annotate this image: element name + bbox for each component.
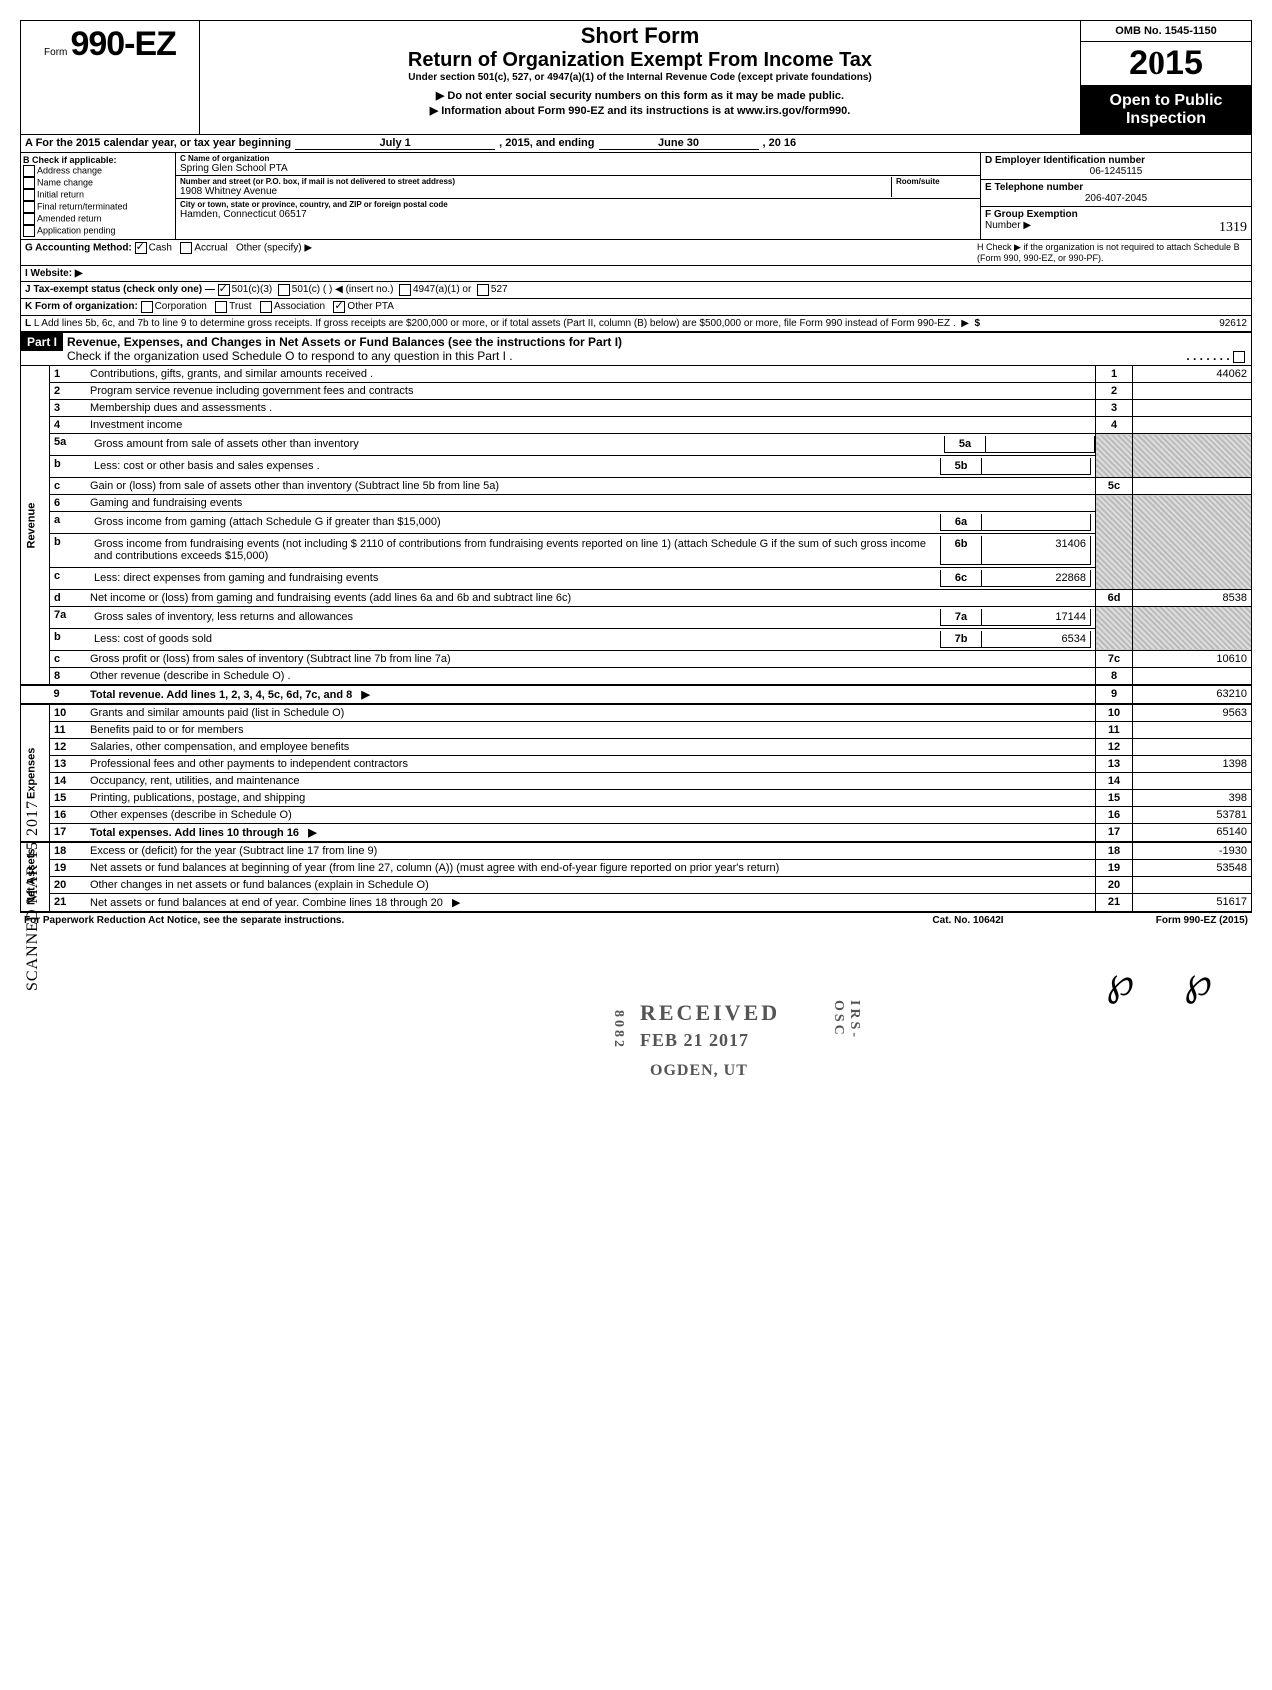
block-b: B Check if applicable: Address change Na… — [21, 153, 176, 239]
stamp-ogden: OGDEN, UT — [650, 1062, 748, 1080]
form-number-cell: Form 990-EZ — [21, 21, 200, 134]
ein: 06-1245115 — [985, 166, 1247, 177]
open-to-public: Open to Public Inspection — [1081, 86, 1251, 134]
l-amount: 92612 — [1137, 318, 1247, 329]
stamp-date: FEB 21 2017 — [640, 1030, 749, 1051]
org-name: Spring Glen School PTA — [180, 163, 976, 174]
part1-header: Part I Revenue, Expenses, and Changes in… — [20, 332, 1252, 366]
notice-ssn: ▶ Do not enter social security numbers o… — [206, 89, 1074, 102]
title-cell: Short Form Return of Organization Exempt… — [200, 21, 1080, 134]
block-c: C Name of organization Spring Glen Schoo… — [176, 153, 980, 239]
line-i: I Website: ▶ — [25, 268, 971, 279]
side-revenue: Revenue — [21, 366, 50, 685]
lines-table: Revenue 1Contributions, gifts, grants, a… — [20, 366, 1252, 913]
line-j: J Tax-exempt status (check only one) — 5… — [20, 282, 1252, 299]
footer: For Paperwork Reduction Act Notice, see … — [20, 913, 1252, 928]
line-h: H Check ▶ if the organization is not req… — [971, 242, 1247, 263]
form-number: 990-EZ — [70, 25, 176, 63]
line-k: K Form of organization: Corporation Trus… — [20, 299, 1252, 316]
line-a: A For the 2015 calendar year, or tax yea… — [20, 135, 1252, 153]
scanned-stamp: SCANNED MAR 15 2017 — [24, 800, 42, 991]
omb-number: OMB No. 1545-1150 — [1081, 21, 1251, 42]
tax-year: 20201515 — [1081, 42, 1251, 86]
short-form: Short Form — [206, 23, 1074, 49]
block-def: D Employer Identification number 06-1245… — [980, 153, 1251, 239]
signature-marks: ℘ ℘ — [20, 958, 1252, 1005]
street-address: 1908 Whitney Avenue — [180, 186, 891, 197]
form-prefix: Form — [44, 47, 67, 58]
line-g: G Accounting Method: Cash Accrual Other … — [25, 242, 971, 263]
line-l: L L Add lines 5b, 6c, and 7b to line 9 t… — [20, 316, 1252, 332]
city-state-zip: Hamden, Connecticut 06517 — [180, 209, 976, 220]
group-exemption: 1319 — [1219, 220, 1247, 236]
omb-cell: OMB No. 1545-1150 20201515 Open to Publi… — [1080, 21, 1251, 134]
stamp-8082: 8082 — [610, 1010, 626, 1050]
stamp-received: RECEIVED — [640, 1000, 780, 1026]
footer-form: Form 990-EZ (2015) — [1068, 915, 1248, 926]
notice-info: ▶ Information about Form 990-EZ and its … — [206, 104, 1074, 117]
return-title: Return of Organization Exempt From Incom… — [206, 49, 1074, 72]
phone: 206-407-2045 — [985, 193, 1247, 204]
stamp-irs: IRS-OSC — [830, 1000, 862, 1040]
under-section: Under section 501(c), 527, or 4947(a)(1)… — [206, 72, 1074, 83]
